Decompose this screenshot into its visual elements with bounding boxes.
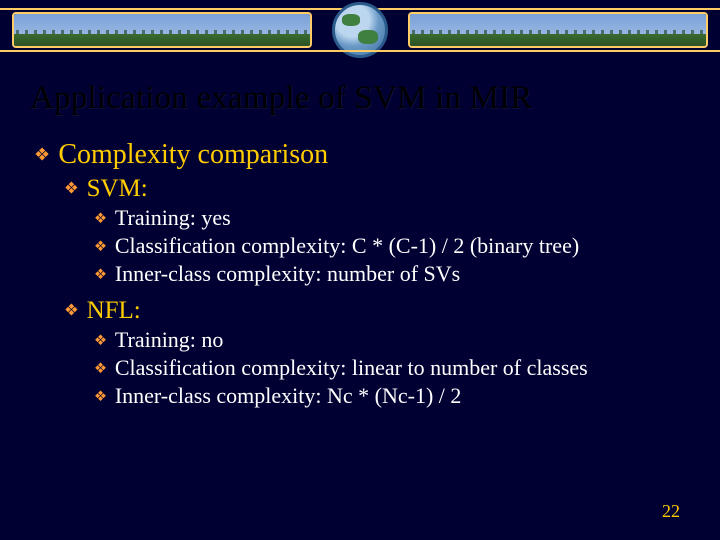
level3-text: Classification complexity: C * (C-1) / 2… [115,233,579,259]
diamond-bullet-icon: ❖ [94,333,107,350]
slide-banner [0,0,720,60]
level2-text: SVM: [87,175,148,203]
bullet-level1: ❖ Complexity comparison [34,139,690,171]
level2-text: NFL: [87,297,141,325]
banner-landscape-right [408,12,708,48]
slide-content: Application example of SVM in MIR ❖ Comp… [0,60,720,409]
level3-text: Classification complexity: linear to num… [115,355,588,381]
bullet-level3: ❖ Classification complexity: linear to n… [94,355,690,381]
level3-text: Training: yes [115,205,231,231]
diamond-bullet-icon: ❖ [94,239,107,256]
level3-text: Training: no [115,327,224,353]
banner-landscape-left [12,12,312,48]
diamond-bullet-icon: ❖ [94,267,107,284]
level3-text: Inner-class complexity: number of SVs [115,261,460,287]
banner-rule-bottom [0,50,720,52]
diamond-bullet-icon: ❖ [34,144,50,165]
slide-title: Application example of SVM in MIR [30,80,690,117]
bullet-level3: ❖ Inner-class complexity: Nc * (Nc-1) / … [94,383,690,409]
diamond-bullet-icon: ❖ [64,301,79,321]
page-number: 22 [662,501,680,522]
bullet-level3: ❖ Classification complexity: C * (C-1) /… [94,233,690,259]
level1-text: Complexity comparison [58,139,328,171]
bullet-level2: ❖ NFL: [64,297,690,325]
bullet-level3: ❖ Training: no [94,327,690,353]
bullet-level3: ❖ Training: yes [94,205,690,231]
level3-text: Inner-class complexity: Nc * (Nc-1) / 2 [115,383,462,409]
diamond-bullet-icon: ❖ [94,361,107,378]
bullet-level3: ❖ Inner-class complexity: number of SVs [94,261,690,287]
bullet-level2: ❖ SVM: [64,175,690,203]
diamond-bullet-icon: ❖ [94,389,107,406]
diamond-bullet-icon: ❖ [64,179,79,199]
diamond-bullet-icon: ❖ [94,211,107,228]
